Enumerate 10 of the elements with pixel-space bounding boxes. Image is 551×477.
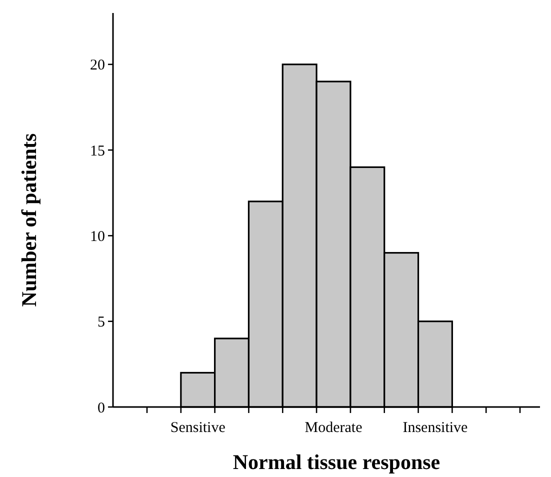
y-axis-title: Number of patients: [17, 133, 41, 307]
x-axis-title: Normal tissue response: [232, 450, 440, 474]
y-tick-label: 15: [90, 143, 105, 160]
y-tick-label: 20: [90, 58, 105, 74]
x-tick-label: Sensitive: [170, 420, 226, 436]
y-tick-label: 10: [90, 228, 105, 245]
y-tick-label: 0: [98, 400, 105, 416]
x-tick-label: Insensitive: [402, 420, 468, 436]
y-tick-label: 5: [98, 314, 105, 331]
x-tick-label: Moderate: [304, 420, 363, 436]
